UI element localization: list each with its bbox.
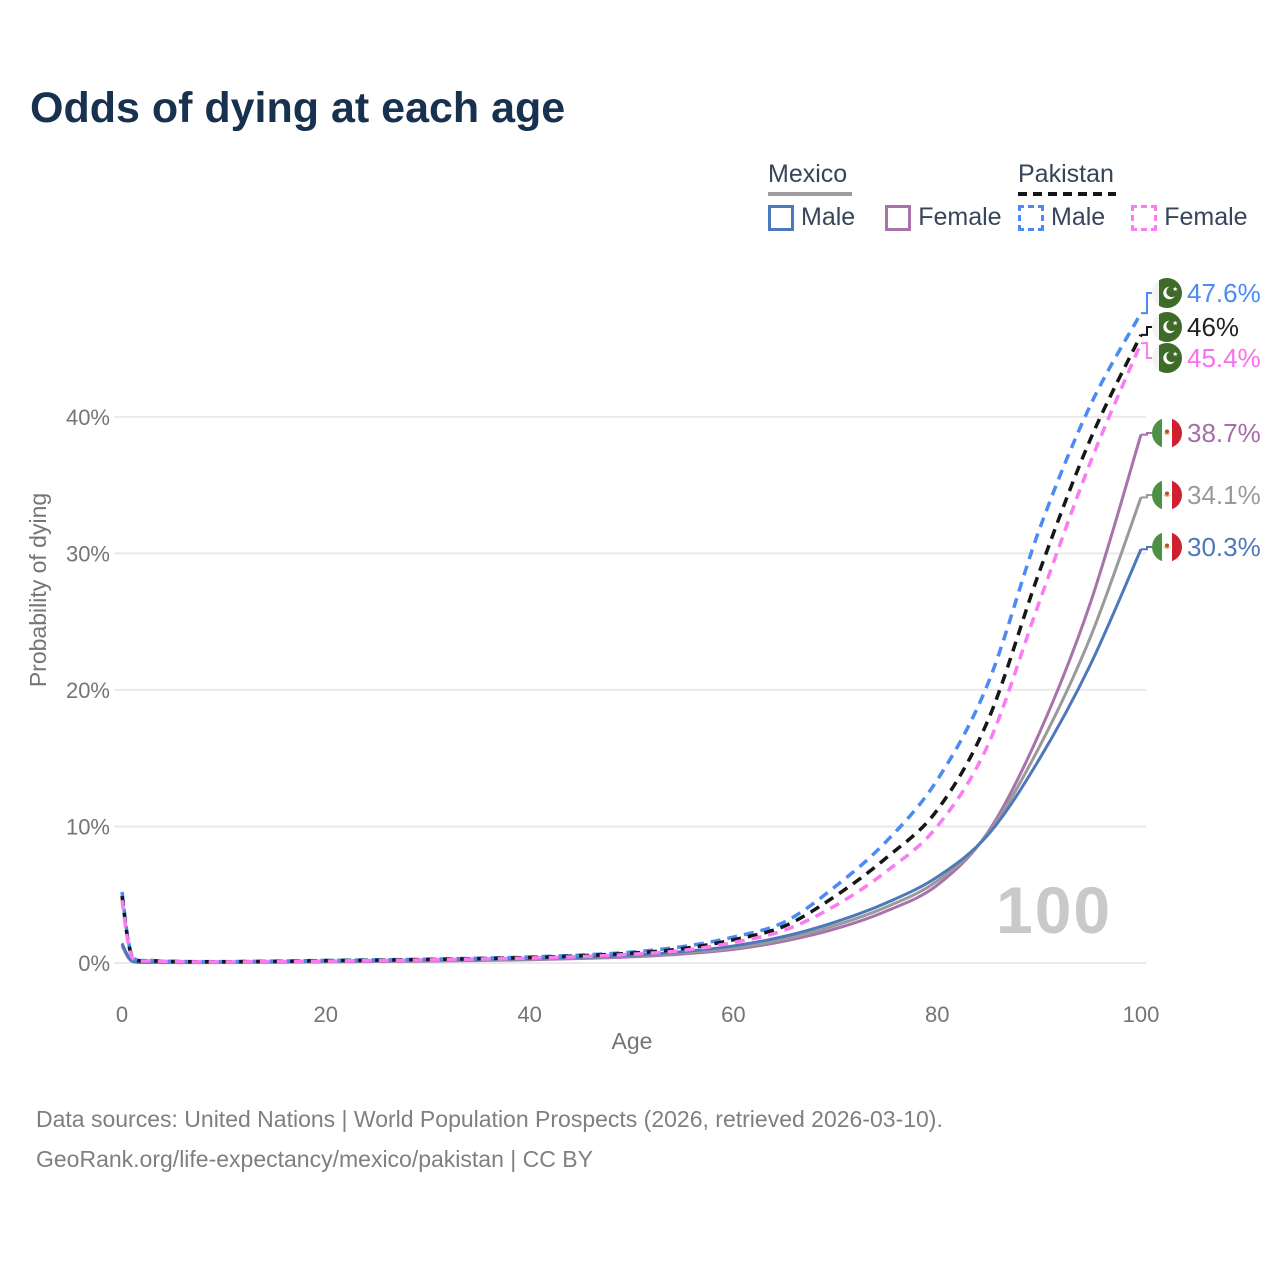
mexico-flag-icon: [1152, 532, 1182, 562]
end-value-mexico-both: 34.1%: [1187, 479, 1261, 510]
legend-label-pakistan-female: Female: [1164, 203, 1248, 231]
pakistan-flag-icon: [1152, 278, 1182, 308]
end-value-mexico-male: 30.3%: [1187, 531, 1261, 562]
end-value-pakistan-both: 46%: [1187, 311, 1240, 342]
y-tick-label: 40%: [66, 405, 110, 430]
legend-item-mexico-male[interactable]: Male: [768, 203, 855, 232]
legend-underline-mexico-solid: [768, 192, 852, 196]
mexico-flag-icon: [1152, 480, 1182, 510]
end-label-mexico-female: 38.7%: [1152, 417, 1261, 449]
end-value-mexico-female: 38.7%: [1187, 417, 1261, 448]
end-label-mexico-male: 30.3%: [1152, 531, 1261, 563]
end-label-pakistan-female: 45.4%: [1152, 342, 1261, 374]
pakistan-female-swatch: [1131, 204, 1158, 231]
legend-items-pakistan: Male Female: [1018, 203, 1248, 232]
series-line-mexico-male: [120, 548, 1143, 964]
pakistan-flag-icon: [1152, 343, 1182, 373]
legend-group-mexico: Mexico: [768, 160, 852, 196]
series-line-mexico-both: [120, 496, 1143, 964]
end-label-mexico-both: 34.1%: [1152, 479, 1261, 511]
x-axis-title: Age: [612, 1028, 653, 1054]
page-title: Odds of dying at each age: [30, 84, 566, 132]
legend-label-pakistan-male: Male: [1051, 203, 1106, 231]
legend-group-pakistan: Pakistan: [1018, 160, 1116, 196]
y-tick-label: 0%: [78, 951, 110, 976]
legend-underline-pakistan-dashed: [1018, 192, 1116, 196]
legend-label-mexico-female: Female: [918, 203, 1002, 231]
x-tick-label: 60: [721, 1002, 745, 1027]
legend-item-pakistan-male[interactable]: Male: [1018, 203, 1105, 232]
end-label-pakistan-both: 46%: [1152, 311, 1239, 343]
series-line-mexico-female: [120, 434, 1143, 965]
x-tick-label: 80: [925, 1002, 949, 1027]
legend-items-mexico: Male Female: [768, 203, 1002, 232]
legend-country-pakistan[interactable]: Pakistan: [1018, 160, 1114, 188]
mexico-male-swatch: [768, 204, 794, 231]
legend-item-mexico-female[interactable]: Female: [885, 203, 1002, 232]
y-tick-label: 30%: [66, 541, 110, 566]
age-indicator-watermark: 100: [996, 873, 1113, 947]
legend-item-pakistan-female[interactable]: Female: [1131, 203, 1248, 232]
mexico-flag-icon: [1152, 418, 1182, 448]
series-line-pakistan-both: [120, 334, 1143, 964]
label-connector: [1141, 292, 1152, 315]
label-connector: [1141, 342, 1152, 359]
pakistan-flag-icon: [1152, 312, 1182, 342]
y-axis-title: Probability of dying: [25, 493, 51, 687]
label-connector: [1141, 432, 1152, 436]
label-connector: [1141, 546, 1152, 551]
y-tick-label: 10%: [66, 814, 110, 839]
footer-attribution-link: GeoRank.org/life-expectancy/mexico/pakis…: [36, 1146, 593, 1172]
series-line-pakistan-male: [120, 312, 1143, 964]
x-tick-label: 20: [314, 1002, 338, 1027]
x-tick-label: 40: [517, 1002, 541, 1027]
label-connector: [1141, 494, 1152, 499]
end-label-pakistan-male: 47.6%: [1152, 277, 1261, 309]
y-tick-label: 20%: [66, 678, 110, 703]
series-line-pakistan-female: [120, 342, 1143, 964]
x-tick-label: 0: [116, 1002, 128, 1027]
end-value-pakistan-male: 47.6%: [1187, 277, 1261, 308]
label-connector: [1141, 326, 1152, 336]
footer-data-sources: Data sources: United Nations | World Pop…: [36, 1106, 943, 1132]
end-value-pakistan-female: 45.4%: [1187, 342, 1261, 373]
legend-label-mexico-male: Male: [801, 203, 856, 231]
x-tick-label: 100: [1123, 1002, 1160, 1027]
legend-country-mexico[interactable]: Mexico: [768, 160, 848, 188]
pakistan-male-swatch: [1018, 204, 1044, 231]
mexico-female-swatch: [885, 204, 912, 231]
